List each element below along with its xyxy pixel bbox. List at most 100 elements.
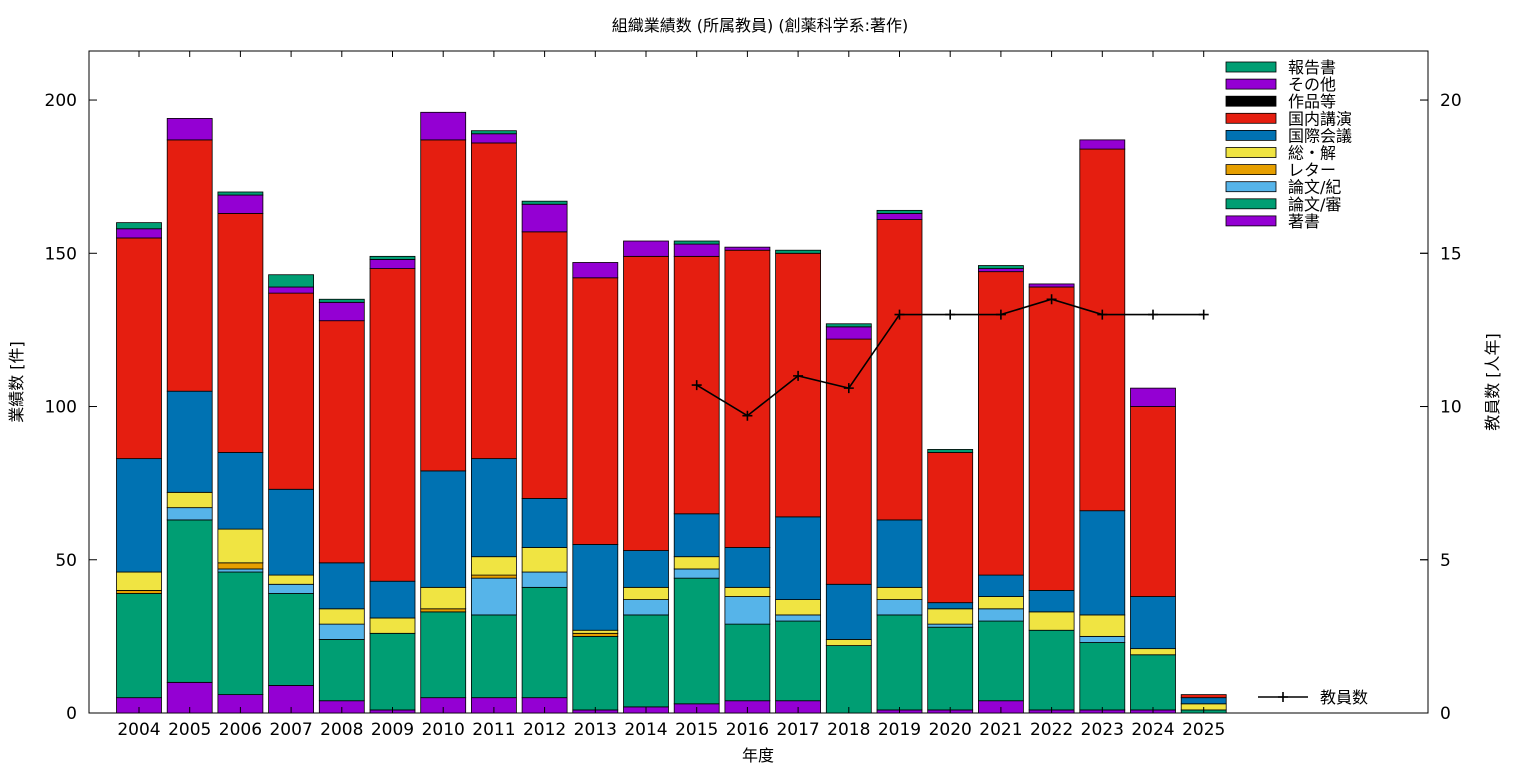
legend-swatch <box>1225 95 1277 107</box>
bar-2012-s2 <box>521 571 568 588</box>
teacher-count-point-2015 <box>691 380 702 391</box>
bar-2022-s1 <box>1028 629 1075 711</box>
legend-label: 著書 <box>1288 212 1320 231</box>
legend-swatch <box>1225 112 1277 124</box>
x-tick-label: 2008 <box>320 720 363 740</box>
bar-2011-s8 <box>470 133 517 144</box>
bar-2013-s4 <box>572 629 619 634</box>
bar-2005-s4 <box>166 491 213 509</box>
bar-2015-s9 <box>673 240 720 245</box>
bar-2016-s6 <box>724 249 771 548</box>
bar-2017-s2 <box>775 614 821 622</box>
bar-2017-s9 <box>775 249 821 254</box>
x-tick-label: 2019 <box>878 720 921 740</box>
bar-2014-s8 <box>623 240 669 257</box>
bar-2004-s3 <box>116 590 162 594</box>
bar-2004-s8 <box>116 228 162 239</box>
teacher-count-point-2024 <box>1148 309 1158 320</box>
x-tick-label: 2025 <box>1182 720 1225 740</box>
legend-swatch <box>1225 181 1277 193</box>
x-tick-label: 2010 <box>422 720 465 740</box>
legend-label: レター <box>1288 161 1336 180</box>
bar-2009-s1 <box>369 632 416 711</box>
legend-label: 論文/審 <box>1288 195 1341 214</box>
bar-2005-s8 <box>166 118 213 141</box>
x-tick-label: 2013 <box>574 720 617 740</box>
x-tick-label: 2023 <box>1081 720 1124 740</box>
bar-2019-s6 <box>876 219 923 521</box>
bar-2017-s5 <box>775 516 821 601</box>
bar-2010-s1 <box>420 611 467 699</box>
y2-tick-label: 20 <box>1440 91 1462 111</box>
legend-label: 国際会議 <box>1288 126 1352 145</box>
x-tick-label: 2017 <box>776 720 819 740</box>
bar-2004-s5 <box>116 458 162 573</box>
x-tick-label: 2021 <box>979 720 1022 740</box>
bar-2006-s4 <box>217 528 264 564</box>
bar-2014-s5 <box>623 550 669 588</box>
bar-2015-s8 <box>673 243 720 257</box>
bar-2015-s1 <box>673 577 720 705</box>
teacher-count-point-2016 <box>742 410 753 421</box>
bar-2014-s6 <box>623 255 669 551</box>
bar-2014-s4 <box>623 586 669 601</box>
bar-2023-s2 <box>1079 635 1126 643</box>
bar-2020-s5 <box>927 602 974 610</box>
bar-2022-s8 <box>1028 283 1075 288</box>
bar-2016-s5 <box>724 547 771 588</box>
bar-2008-s6 <box>318 320 365 564</box>
bar-2011-s1 <box>470 614 517 699</box>
bar-2009-s9 <box>369 255 416 260</box>
legend-label: 国内講演 <box>1288 109 1352 128</box>
legend-swatch <box>1225 164 1277 176</box>
bar-2025-s5 <box>1180 697 1227 705</box>
x-tick-label: 2024 <box>1131 720 1174 740</box>
legend-line-marker <box>1278 692 1288 702</box>
bar-2019-s4 <box>876 586 923 601</box>
bar-2012-s1 <box>521 586 568 699</box>
bar-2007-s2 <box>268 583 315 594</box>
chart-title: 組織業績数 (所属教員) (創薬科学系:著作) <box>612 16 909 35</box>
bar-2020-s2 <box>927 623 974 628</box>
bar-2024-s4 <box>1130 648 1176 656</box>
bar-2013-s8 <box>572 262 619 279</box>
bar-2006-s6 <box>217 213 264 453</box>
legend-swatch <box>1225 61 1277 73</box>
bar-2006-s1 <box>217 571 264 696</box>
x-tick-label: 2009 <box>371 720 414 740</box>
x-tick-label: 2004 <box>117 720 160 740</box>
bar-2006-s2 <box>217 568 264 573</box>
bar-2018-s4 <box>825 639 872 646</box>
legend-swatch <box>1225 129 1277 141</box>
y-tick-label: 100 <box>45 398 77 418</box>
bar-2004-s6 <box>116 237 162 460</box>
bar-2016-s8 <box>724 246 771 251</box>
bar-2016-s2 <box>724 596 771 625</box>
x-tick-label: 2022 <box>1030 720 1073 740</box>
bar-2007-s8 <box>268 286 315 294</box>
bar-2024-s5 <box>1130 596 1176 650</box>
bar-2023-s6 <box>1079 148 1126 512</box>
bar-2024-s6 <box>1130 406 1176 597</box>
x-tick-label: 2018 <box>827 720 870 740</box>
bar-2007-s9 <box>268 274 315 288</box>
bar-2012-s5 <box>521 498 568 548</box>
bar-2025-s6 <box>1180 694 1227 699</box>
bar-2023-s1 <box>1079 642 1126 711</box>
bar-2015-s2 <box>673 568 720 579</box>
teacher-count-point-2022 <box>1046 294 1057 305</box>
bar-2023-s8 <box>1079 139 1126 150</box>
teacher-count-point-2017 <box>793 370 804 381</box>
bar-2017-s6 <box>775 252 821 518</box>
bar-2008-s8 <box>318 301 365 322</box>
bar-2008-s2 <box>318 623 365 640</box>
bar-2004-s4 <box>116 571 162 591</box>
bar-2011-s3 <box>470 574 517 579</box>
bar-2008-s1 <box>318 639 365 702</box>
y2-tick-label: 0 <box>1440 704 1451 724</box>
bar-2007-s5 <box>268 488 315 576</box>
legend-label: 報告書 <box>1288 58 1336 77</box>
bar-2006-s8 <box>217 194 264 214</box>
